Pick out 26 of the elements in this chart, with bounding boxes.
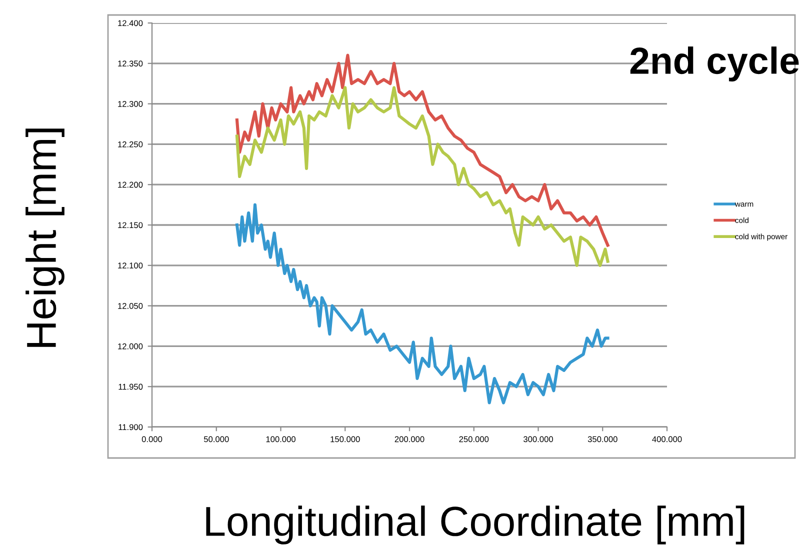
y-tick-label: 12.100 [118,262,143,268]
x-tick-label: 350.000 [588,436,618,442]
y-tick-label: 11.900 [118,424,143,430]
x-tick-label: 150.000 [330,436,360,442]
x-axis-title: Longitudinal Coordinate [mm] [206,506,744,544]
y-tick-label: 12.150 [118,222,143,228]
x-tick-label: 50.000 [204,436,229,442]
annotation: 2nd cycle [630,46,799,82]
y-tick-label: 11.950 [118,384,143,390]
x-tick-label: 0.000 [142,436,162,442]
x-tick-label: 200.000 [394,436,424,442]
y-tick-label: 12.050 [118,303,143,309]
y-axis-title: Height [mm] [26,128,64,347]
line-series [235,203,610,404]
x-tick-label: 400.000 [652,436,682,442]
y-tick-label: 12.250 [118,141,143,148]
x-tick-label: 250.000 [459,436,489,442]
y-tick-label: 12.200 [118,182,143,188]
y-tick-label: 12.350 [118,60,143,66]
y-tick-label: 12.000 [118,343,143,350]
y-tick-label: 12.400 [118,20,143,26]
y-tick-label: 12.300 [118,101,143,107]
x-tick-label: 100.000 [266,436,296,442]
line-series [235,86,610,267]
x-tick-label: 300.000 [524,436,553,442]
line-series [235,54,610,247]
